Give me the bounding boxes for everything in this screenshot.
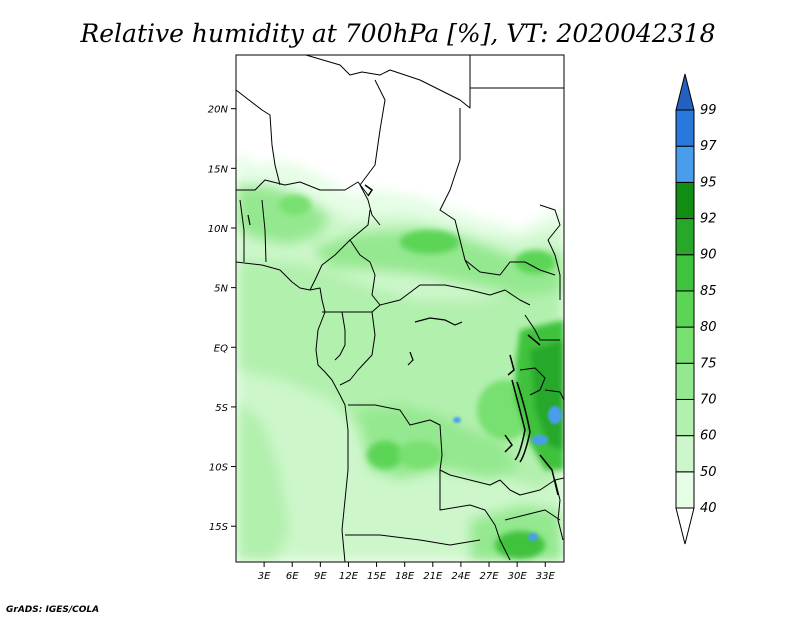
border-congo-drc [339, 311, 376, 386]
x-tick-label: 6E [286, 571, 299, 582]
colorbar-label: 40 [700, 501, 717, 516]
colorbar-label: 70 [700, 392, 717, 407]
border-angola-zambia [439, 470, 511, 561]
border-rwanda-burundi [519, 367, 546, 396]
colorbar-label: 80 [700, 320, 717, 335]
river-kasai [407, 351, 414, 366]
colorbar: 40 50 60 70 75 80 85 90 92 95 97 99 [675, 73, 717, 545]
colorbar-label: 90 [700, 248, 717, 263]
blob-95-c [453, 417, 461, 423]
y-axis: 20N 15N 10N 5N EQ 5S 10S 15S [208, 105, 236, 533]
blob-85-katanga [367, 441, 403, 469]
colorbar-label: 85 [700, 284, 717, 299]
x-tick-label: 24E [451, 571, 471, 582]
y-tick-label: 20N [208, 105, 229, 116]
x-tick-label: 18E [395, 571, 415, 582]
colorbar-label: 60 [700, 429, 717, 444]
colorbar-label: 99 [700, 103, 717, 118]
y-tick-label: EQ [214, 343, 228, 354]
blob-80-kasai [398, 441, 442, 469]
x-tick-label: 27E [480, 571, 500, 582]
border-mali-niger [236, 89, 281, 186]
lake-malawi [539, 454, 559, 496]
y-tick-label: 10S [209, 463, 229, 474]
colorbar-segment [675, 471, 695, 509]
colorbar-segment [675, 398, 695, 437]
lake-tanganyika [511, 379, 526, 461]
colorbar-label: 75 [700, 356, 717, 371]
x-tick-label: 9E [314, 571, 327, 582]
credit-label: GrADS: IGES/COLA [6, 605, 99, 615]
x-tick-label: 12E [339, 571, 359, 582]
y-tick-label: 5N [214, 284, 228, 295]
colorbar-label: 97 [700, 139, 717, 154]
border-sudan-south [464, 259, 556, 276]
blob-85-car-a [400, 230, 460, 254]
colorbar-segment [675, 254, 695, 292]
humidity-field [236, 55, 564, 562]
colorbar-segment [675, 181, 695, 220]
lake-albert [527, 334, 541, 346]
x-tick-label: 15E [367, 571, 387, 582]
field-70-congo [236, 260, 564, 490]
colorbar-segment [675, 326, 695, 364]
field-75-coast [236, 400, 290, 562]
y-tick-label: 15S [209, 522, 229, 533]
colorbar-segment [675, 435, 695, 473]
border-togo-benin [239, 199, 245, 262]
border-benin-nigeria [261, 199, 267, 263]
border-zambia-mozambique [504, 509, 561, 521]
border-nigeria-cameroon [309, 209, 371, 291]
colorbar-label: 95 [700, 175, 717, 190]
border-car-south [349, 239, 531, 306]
river-congo-bend [414, 317, 463, 326]
colorbar-label: 50 [700, 465, 717, 480]
border-uganda [524, 314, 560, 341]
y-tick-label: 15N [208, 164, 229, 175]
colorbar-segment [675, 145, 695, 183]
y-tick-label: 10N [208, 224, 229, 235]
border-niger-chad [359, 79, 386, 226]
lakes [247, 184, 559, 496]
atlantic-coastline [236, 261, 349, 562]
border-namibia [345, 534, 481, 546]
blob-95-d [528, 533, 538, 541]
lake-chad [364, 184, 374, 197]
border-tanzania [544, 389, 564, 401]
lake-tanganyika-inner [516, 381, 531, 463]
colorbar-high-arrow [675, 73, 695, 111]
colorbar-low-arrow [675, 507, 695, 545]
border-chad-sudan [439, 108, 471, 271]
y-tick-label: 5S [215, 403, 228, 414]
x-tick-label: 33E [536, 571, 556, 582]
border-gabon-congo [334, 311, 346, 361]
chart-title: Relative humidity at 700hPa [%], VT: 202… [79, 19, 715, 48]
lake-mweru [504, 434, 513, 453]
colorbar-label: 92 [700, 212, 717, 227]
lake-volta [247, 214, 251, 226]
colorbar-segment [675, 218, 695, 256]
blob-95-b [532, 435, 548, 445]
country-borders [236, 55, 564, 562]
map-frame [235, 54, 565, 563]
colorbar-segment [675, 290, 695, 328]
colorbar-segment [675, 109, 695, 147]
lake-kivu [507, 354, 515, 376]
border-drc-angola [348, 404, 501, 486]
x-tick-label: 3E [258, 571, 271, 582]
border-cameroon-gabon [322, 304, 381, 313]
x-tick-label: 30E [508, 571, 528, 582]
border-east-right [539, 204, 561, 300]
border-drc-zambia [499, 477, 564, 496]
field-75-car-band [312, 228, 564, 296]
border-nigeria-north [236, 179, 369, 196]
blob-85-car-b [515, 250, 555, 274]
border-sahara-north [305, 55, 471, 109]
x-axis: 3E 6E 9E 12E 15E 18E 21E 24E 27E 30E 33E [258, 562, 556, 582]
blob-95-a [548, 406, 562, 424]
colorbar-segment [675, 362, 695, 400]
x-tick-label: 21E [423, 571, 443, 582]
blob-85-wa [279, 195, 311, 215]
